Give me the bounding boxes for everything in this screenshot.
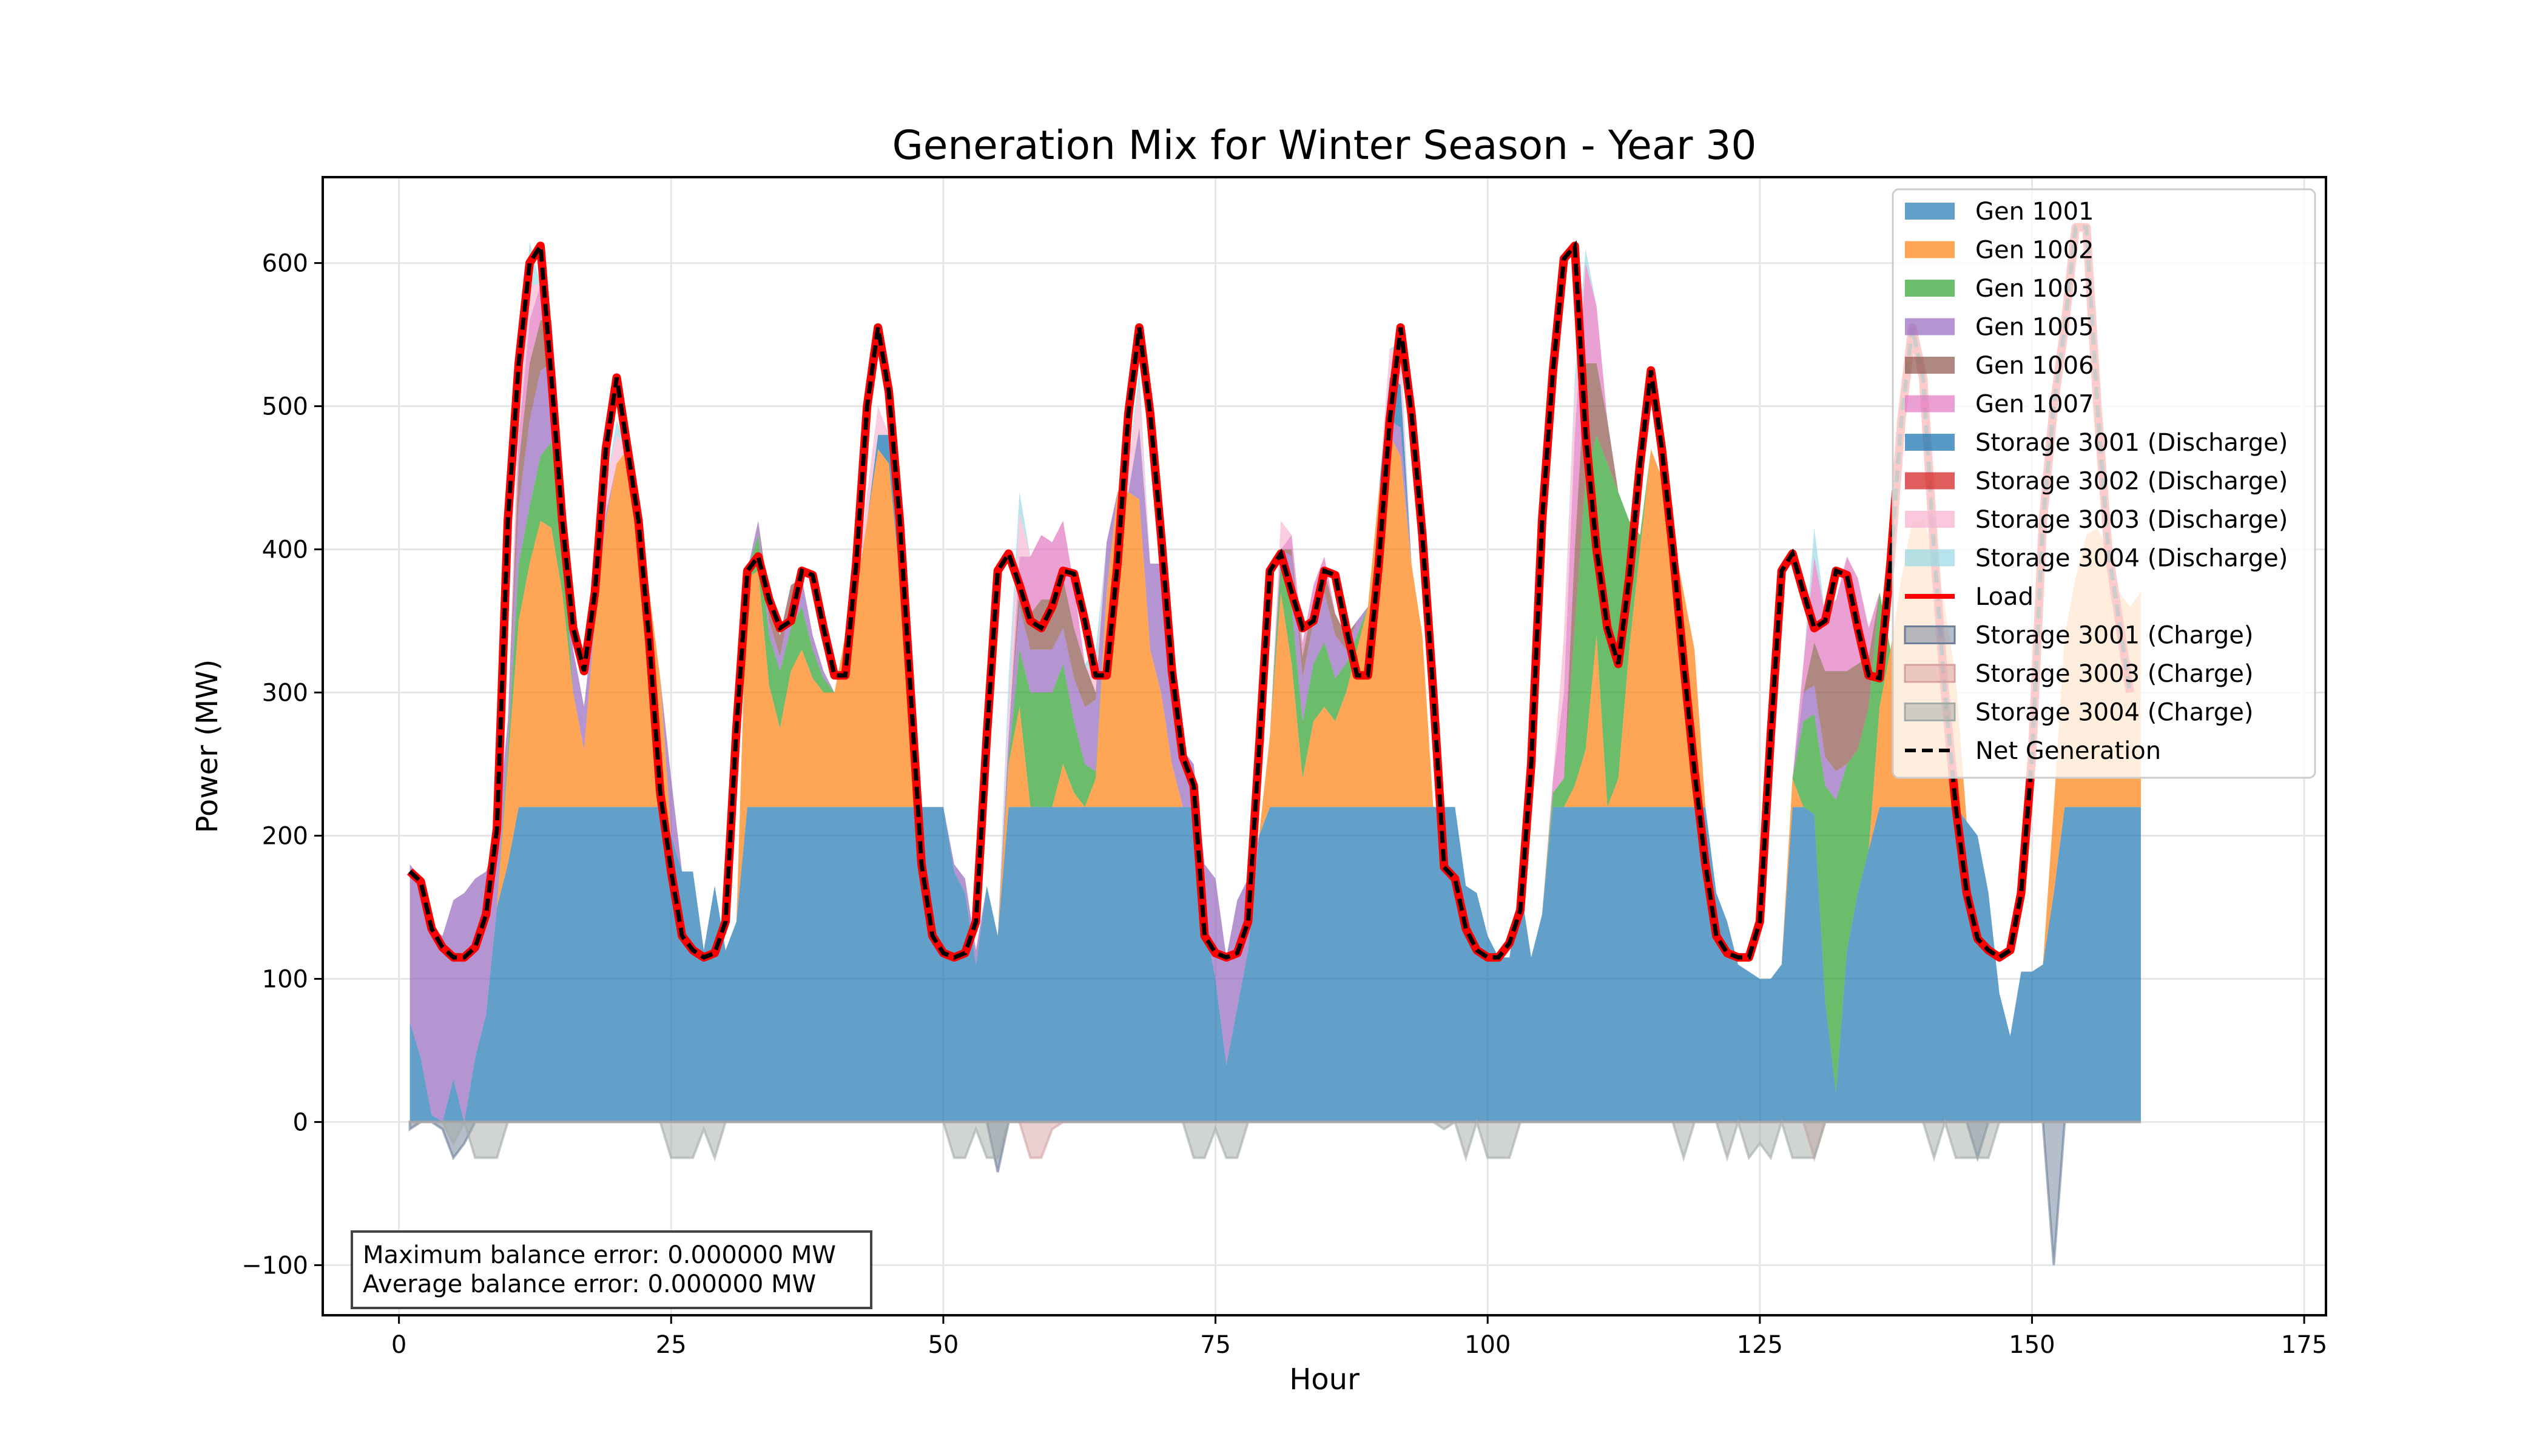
legend-swatch-storage-3001-charge (1904, 625, 1956, 644)
x-tick-label: 175 (2281, 1331, 2327, 1359)
x-tick-label: 75 (1200, 1331, 1231, 1359)
legend-swatch-storage-3003-discharge (1905, 511, 1955, 528)
legend-swatch-storage-3003-charge (1904, 664, 1956, 683)
y-tick-label: 400 (262, 536, 308, 564)
max-balance-error: Maximum balance error: 0.000000 MW (363, 1241, 836, 1269)
x-axis-ticks: 0 25 50 75 100 125 150 175 (391, 1315, 2327, 1359)
legend-label-net-generation: Net Generation (1975, 737, 2161, 765)
legend-label-gen-1002: Gen 1002 (1975, 237, 2094, 265)
series-lines (406, 223, 2134, 962)
balance-error-frame (351, 1230, 872, 1309)
legend-label-storage-3002-discharge: Storage 3002 (Discharge) (1975, 468, 2288, 496)
balance-error-box: Maximum balance error: 0.000000 MW Avera… (351, 1230, 872, 1309)
legend-swatch-storage-3004-discharge (1905, 549, 1955, 567)
y-tick-label: 200 (262, 822, 308, 850)
legend-label-gen-1003: Gen 1003 (1975, 275, 2094, 303)
legend-swatch-gen-1002 (1905, 241, 1955, 258)
legend-swatch-gen-1003 (1905, 280, 1955, 297)
axes-frame (322, 176, 2327, 1316)
charge-areas (408, 1117, 2141, 1266)
legend-label-storage-3004-discharge: Storage 3004 (Discharge) (1975, 545, 2288, 573)
legend-label-gen-1001: Gen 1001 (1975, 198, 2094, 226)
legend-label-load: Load (1975, 583, 2034, 611)
y-tick-label: 100 (262, 965, 308, 993)
legend-label-storage-3003-discharge: Storage 3003 (Discharge) (1975, 506, 2288, 534)
y-tick-label: 0 (293, 1108, 308, 1136)
y-tick-label: 600 (262, 250, 308, 278)
x-tick-label: 125 (1737, 1331, 1783, 1359)
net-generation-line (408, 225, 2132, 960)
legend-label-gen-1006: Gen 1006 (1975, 352, 2094, 380)
y-axis-ticks: −100 0 100 200 300 400 500 600 (241, 250, 323, 1279)
legend-label-storage-3004-charge: Storage 3004 (Charge) (1975, 699, 2253, 727)
area-gen-1002 (410, 434, 2141, 1122)
legend-label-storage-3001-discharge: Storage 3001 (Discharge) (1975, 429, 2288, 457)
legend-label-gen-1007: Gen 1007 (1975, 391, 2094, 419)
legend-swatch-storage-3002-discharge (1905, 472, 1955, 490)
legend-label-storage-3001-charge: Storage 3001 (Charge) (1975, 622, 2253, 650)
area-gen-1003 (410, 434, 2141, 1122)
y-tick-label: 300 (262, 679, 308, 707)
x-tick-label: 50 (928, 1331, 959, 1359)
legend-swatch-gen-1005 (1905, 318, 1955, 335)
legend-swatch-gen-1001 (1905, 203, 1955, 220)
legend-label-storage-3003-charge: Storage 3003 (Charge) (1975, 660, 2253, 688)
legend-swatch-gen-1006 (1905, 357, 1955, 374)
legend-label-gen-1005: Gen 1005 (1975, 314, 2094, 342)
area-storage-3004-charge- (410, 1117, 2141, 1162)
legend-swatch-storage-3001-discharge (1905, 434, 1955, 451)
legend-swatch-storage-3004-charge (1904, 703, 1956, 721)
avg-balance-error: Average balance error: 0.000000 MW (363, 1270, 816, 1298)
legend: Gen 1001 Gen 1002 Gen 1003 Gen 1005 Gen 1006… (1892, 188, 2316, 779)
legend-frame (1892, 188, 2316, 779)
y-axis-label: Power (MW) (190, 659, 224, 834)
x-axis-label: Hour (1289, 1363, 1360, 1397)
x-tick-label: 150 (2009, 1331, 2055, 1359)
x-tick-label: 0 (391, 1331, 406, 1359)
y-tick-label: 500 (262, 393, 308, 421)
x-tick-label: 25 (656, 1331, 687, 1359)
x-tick-label: 100 (1464, 1331, 1511, 1359)
legend-swatch-gen-1007 (1905, 395, 1955, 413)
y-tick-label: −100 (241, 1252, 308, 1279)
chart-title: Generation Mix for Winter Season - Year … (892, 122, 1757, 169)
